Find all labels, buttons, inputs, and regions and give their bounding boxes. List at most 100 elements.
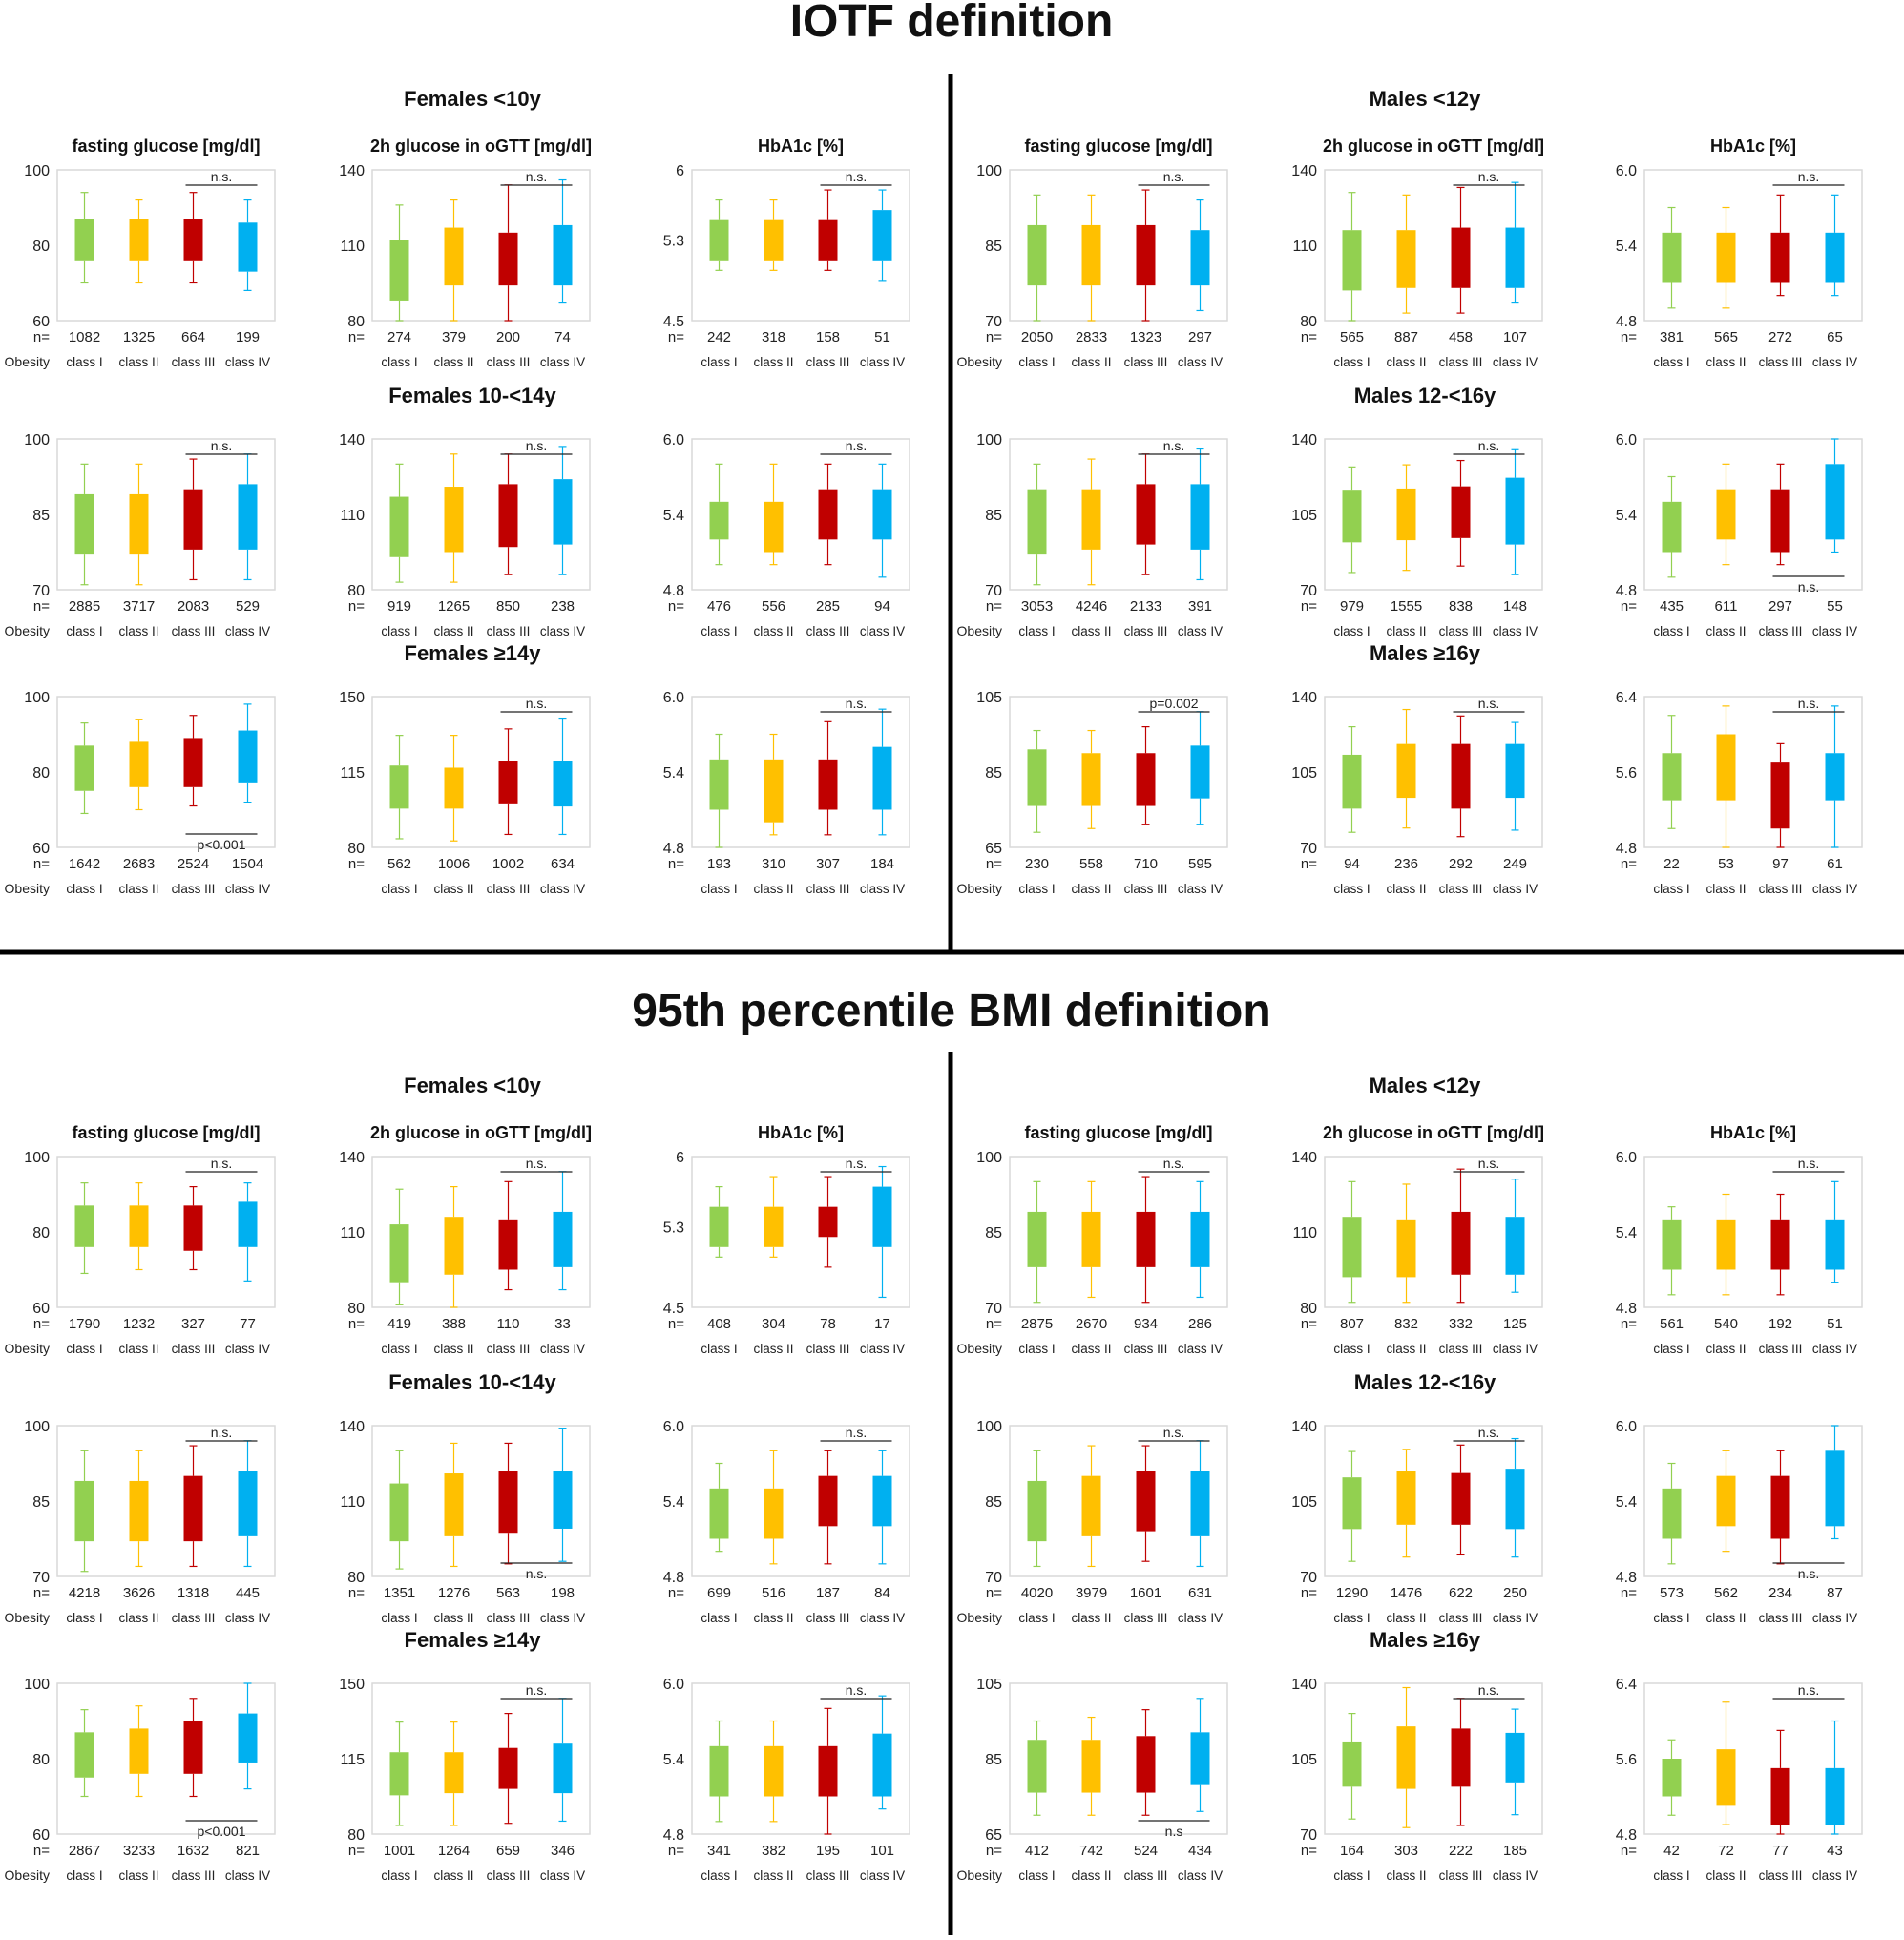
n-value: 346 [551, 1843, 575, 1859]
box-class-1 [709, 1488, 729, 1539]
n-label: n= [348, 1316, 365, 1332]
class-label: class IV [1178, 624, 1223, 638]
box-class-1 [1342, 1741, 1362, 1787]
significance-label: n.s. [1163, 1425, 1185, 1440]
n-value: 286 [1188, 1316, 1212, 1332]
y-tick-label: 100 [976, 432, 1002, 448]
box-class-2 [444, 1752, 464, 1794]
class-label: class IV [540, 624, 585, 638]
n-label: n= [348, 329, 365, 345]
y-tick-label: 140 [1291, 1677, 1317, 1693]
class-label: class II [433, 1868, 473, 1883]
box-class-3 [818, 1745, 838, 1797]
box-class-1 [74, 493, 94, 555]
n-value: 558 [1079, 856, 1103, 872]
box-class-1 [1342, 230, 1362, 291]
class-label: class I [1018, 1868, 1055, 1883]
y-tick-label: 85 [985, 239, 1002, 255]
n-value: 332 [1449, 1316, 1473, 1332]
class-label: class III [1124, 1611, 1168, 1625]
box-class-3 [1451, 1472, 1471, 1525]
n-value: 3233 [123, 1843, 155, 1859]
class-label: class II [753, 624, 793, 638]
y-tick-label: 4.8 [663, 583, 684, 599]
n-value: 33 [554, 1316, 571, 1332]
significance-label: n.s. [526, 1156, 548, 1171]
box-class-2 [1081, 1475, 1101, 1536]
n-label: n= [348, 598, 365, 615]
y-tick-label: 5.3 [663, 1220, 684, 1237]
box-class-4 [872, 489, 892, 540]
box-class-1 [389, 765, 409, 809]
y-tick-label: 4.5 [663, 1301, 684, 1317]
class-label: class IV [860, 882, 905, 896]
y-tick-label: 4.8 [1616, 1827, 1637, 1844]
n-value: 434 [1188, 1843, 1212, 1859]
y-tick-label: 115 [340, 765, 365, 782]
n-value: 556 [762, 598, 785, 615]
class-label: class I [66, 1342, 102, 1356]
n-value: 192 [1768, 1316, 1792, 1332]
significance-label: n.s. [1478, 438, 1500, 453]
n-value: 445 [236, 1585, 260, 1601]
y-tick-label: 4.8 [663, 1827, 684, 1844]
box-class-3 [498, 232, 518, 286]
box-class-2 [1716, 489, 1736, 540]
n-value: 382 [762, 1843, 785, 1859]
n-value: 565 [1714, 329, 1738, 345]
box-class-3 [1136, 1211, 1156, 1267]
box-class-4 [238, 484, 258, 550]
class-label: class IV [540, 1611, 585, 1625]
n-value: 2524 [178, 856, 209, 872]
class-label: class I [1333, 882, 1370, 896]
significance-label: p<0.001 [198, 1824, 246, 1839]
y-tick-label: 110 [1292, 1225, 1317, 1241]
y-tick-label: 4.8 [663, 1570, 684, 1586]
n-value: 148 [1503, 598, 1527, 615]
box-class-1 [389, 496, 409, 557]
n-value: 53 [1718, 856, 1734, 872]
y-tick-label: 140 [339, 163, 365, 179]
box-class-4 [872, 1475, 892, 1527]
class-label: class III [806, 1868, 850, 1883]
class-label: class II [753, 1611, 793, 1625]
class-label: class II [753, 882, 793, 896]
box-class-1 [709, 1745, 729, 1797]
n-value: 1290 [1336, 1585, 1368, 1601]
y-tick-label: 65 [985, 841, 1002, 857]
y-tick-label: 4.8 [1616, 1301, 1637, 1317]
group-title: Females ≥14y [405, 1628, 542, 1652]
box-class-4 [872, 746, 892, 810]
n-label: n= [348, 1585, 365, 1601]
n-value: 631 [1188, 1585, 1212, 1601]
y-tick-label: 85 [985, 1752, 1002, 1768]
y-tick-label: 6.4 [1616, 690, 1637, 706]
class-label: class III [1759, 1868, 1803, 1883]
box-class-3 [818, 489, 838, 540]
class-label: class III [806, 355, 850, 369]
n-value: 2133 [1130, 598, 1161, 615]
class-label: class III [806, 1611, 850, 1625]
class-label: class IV [225, 882, 270, 896]
n-value: 307 [816, 856, 840, 872]
y-tick-label: 80 [1300, 314, 1317, 330]
n-label: n= [986, 598, 1002, 615]
box-class-2 [1716, 734, 1736, 801]
box-class-1 [1027, 224, 1047, 286]
class-label: class I [1018, 1611, 1055, 1625]
box-class-4 [238, 1201, 258, 1247]
n-value: 101 [870, 1843, 894, 1859]
class-label: class III [172, 1342, 216, 1356]
y-tick-label: 6.0 [1616, 432, 1637, 448]
box-class-2 [1081, 224, 1101, 286]
chart-title: HbA1c [%] [758, 136, 844, 156]
n-value: 4218 [69, 1585, 100, 1601]
class-label: class III [487, 1868, 531, 1883]
significance-label: n.s. [1798, 1682, 1820, 1698]
n-value: 193 [707, 856, 731, 872]
box-class-2 [129, 1480, 149, 1542]
n-value: 524 [1134, 1843, 1158, 1859]
box-class-3 [1451, 227, 1471, 288]
significance-label: n.s. [846, 1156, 868, 1171]
n-label: n= [668, 1316, 684, 1332]
